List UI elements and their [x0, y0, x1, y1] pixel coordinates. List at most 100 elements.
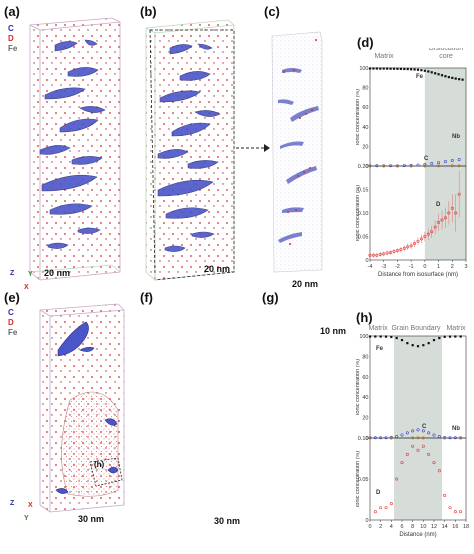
point-D [384, 506, 388, 510]
point-Fe [392, 67, 396, 70]
chart-h: Matrix Grain Boundary Matrix02040608010000… [356, 325, 469, 538]
panel-a-tomography [29, 17, 121, 281]
point-Nb [382, 164, 386, 168]
point-D [419, 237, 423, 241]
point-C [430, 162, 434, 166]
point-D [406, 245, 410, 249]
point-C [379, 436, 383, 440]
point-D [453, 510, 457, 514]
x-tick-label: -2 [395, 264, 400, 270]
lower-y-tick-label: 0.10 [358, 211, 369, 217]
point-Nb [457, 164, 461, 168]
lower-y-tick-label: 0 [365, 518, 368, 524]
point-D [450, 206, 454, 210]
point-D [379, 506, 383, 510]
point-D [399, 248, 403, 252]
point-Fe [438, 336, 441, 340]
point-D [395, 477, 399, 481]
series-label-Fe: Fe [376, 346, 384, 352]
box-label-e: (h) [94, 460, 105, 469]
point-C [395, 434, 399, 438]
point-Fe [448, 335, 452, 338]
scale-label-e: 30 nm [78, 514, 105, 524]
point-D [433, 225, 437, 229]
point-C [453, 436, 457, 440]
point-C [450, 159, 454, 163]
point-D [405, 452, 409, 456]
x-tick-label: 0 [423, 264, 426, 270]
point-Nb [443, 436, 447, 440]
point-Fe [406, 342, 409, 345]
point-Nb [437, 164, 441, 168]
point-Fe [432, 338, 436, 342]
point-Fe [406, 67, 409, 71]
lower-plot-frame [369, 437, 467, 521]
point-C [437, 161, 441, 165]
point-Fe [422, 344, 425, 347]
panel-label-b: (b) [140, 4, 157, 19]
point-Fe [430, 71, 433, 74]
point-C [411, 429, 415, 433]
x-tick-label: 10 [420, 524, 426, 530]
upper-y-tick-label: 20 [362, 144, 368, 150]
point-C [384, 436, 388, 440]
point-C [443, 160, 447, 164]
lower-plot-frame [369, 165, 467, 261]
legend-d: D [8, 34, 14, 43]
upper-y-tick-label: 0 [365, 436, 368, 442]
point-C [448, 436, 452, 440]
point-D [423, 235, 427, 239]
point-D [437, 469, 441, 473]
x-tick-label: 14 [442, 524, 448, 530]
point-C [400, 433, 404, 437]
point-C [389, 164, 393, 168]
lower-y-tick-label: 0.20 [358, 164, 369, 170]
point-Nb [423, 164, 427, 168]
upper-y-tick-label: 0 [365, 164, 368, 170]
lower-y-axis-label: Ionic concentration (%) [356, 451, 361, 507]
point-D [454, 211, 458, 215]
element-legend-bottom: C D Fe [8, 308, 17, 338]
point-Fe [368, 67, 372, 70]
point-Fe [443, 335, 446, 338]
point-D [416, 448, 420, 452]
point-Fe [420, 69, 423, 72]
upper-y-tick-label: 60 [362, 375, 368, 381]
legend-c: C [8, 24, 14, 33]
point-D [371, 253, 375, 257]
point-Nb [395, 164, 399, 168]
point-D [440, 218, 444, 222]
point-Fe [390, 335, 393, 339]
point-Fe [399, 67, 402, 70]
upper-y-tick-label: 100 [359, 66, 368, 72]
point-Fe [396, 67, 399, 70]
x-tick-label: -1 [409, 264, 414, 270]
point-C [375, 164, 379, 168]
point-Fe [403, 67, 406, 71]
point-D [421, 444, 425, 448]
point-Fe [458, 78, 461, 81]
point-Nb [368, 436, 372, 440]
x-tick-label: -4 [368, 264, 373, 270]
point-Fe [400, 338, 404, 342]
point-C [437, 434, 441, 438]
panel-label-a: (a) [4, 4, 20, 19]
point-D [368, 253, 372, 257]
upper-y-tick-label: 100 [359, 334, 368, 340]
point-Fe [440, 74, 444, 77]
scale-label-f: 30 nm [214, 516, 241, 526]
point-Nb [389, 436, 393, 440]
upper-y-tick-label: 60 [362, 105, 368, 111]
zone-label: Dislocation [429, 48, 463, 52]
point-Nb [421, 436, 425, 440]
point-Nb [416, 436, 420, 440]
point-D [373, 510, 377, 514]
point-Fe [379, 67, 382, 70]
x-tick-label: 4 [390, 524, 393, 530]
series-label-Nb: Nb [452, 426, 460, 432]
legend-fe: Fe [8, 44, 18, 53]
axis-z-e: Z [10, 500, 15, 507]
point-Fe [382, 67, 385, 70]
axis-y-e: Y [24, 515, 29, 522]
